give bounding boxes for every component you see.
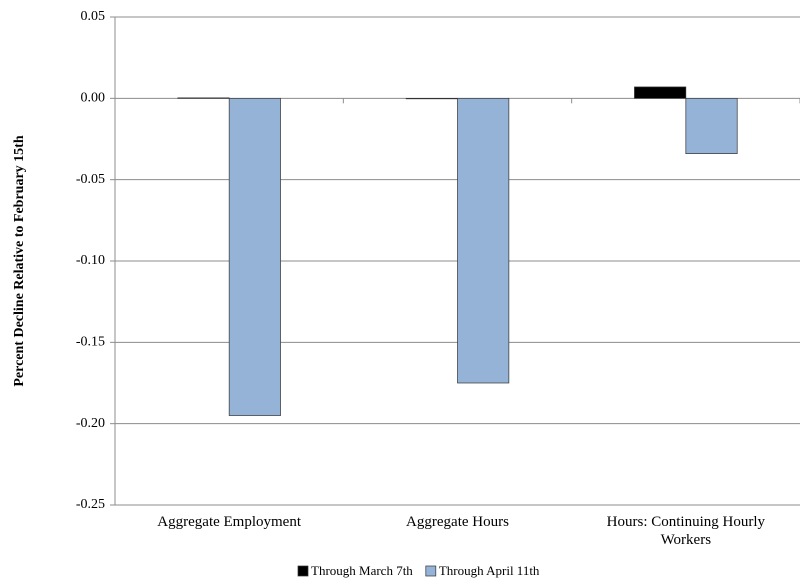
x-tick-label: Hours: Continuing Hourly Workers [606,514,765,548]
legend-label: Through March 7th [311,563,413,578]
bar [634,86,687,99]
y-axis-label: Percent Decline Relative to February 15t… [12,135,27,386]
y-tick-label: -0.25 [76,497,105,512]
y-tick-label: -0.20 [76,416,105,431]
y-tick-label: -0.15 [76,335,105,350]
legend-label: Through April 11th [439,563,540,578]
legend-swatch [297,565,309,577]
x-tick-label: Aggregate Employment [157,514,302,530]
bar [457,97,510,384]
y-tick-label: 0.00 [81,91,106,106]
bar [228,97,281,416]
y-tick-label: -0.05 [76,172,105,187]
legend-swatch [425,565,437,577]
y-tick-label: -0.10 [76,253,105,268]
x-tick-label: Aggregate Hours [406,514,509,530]
y-tick-label: 0.05 [81,9,106,24]
bar [685,97,738,154]
